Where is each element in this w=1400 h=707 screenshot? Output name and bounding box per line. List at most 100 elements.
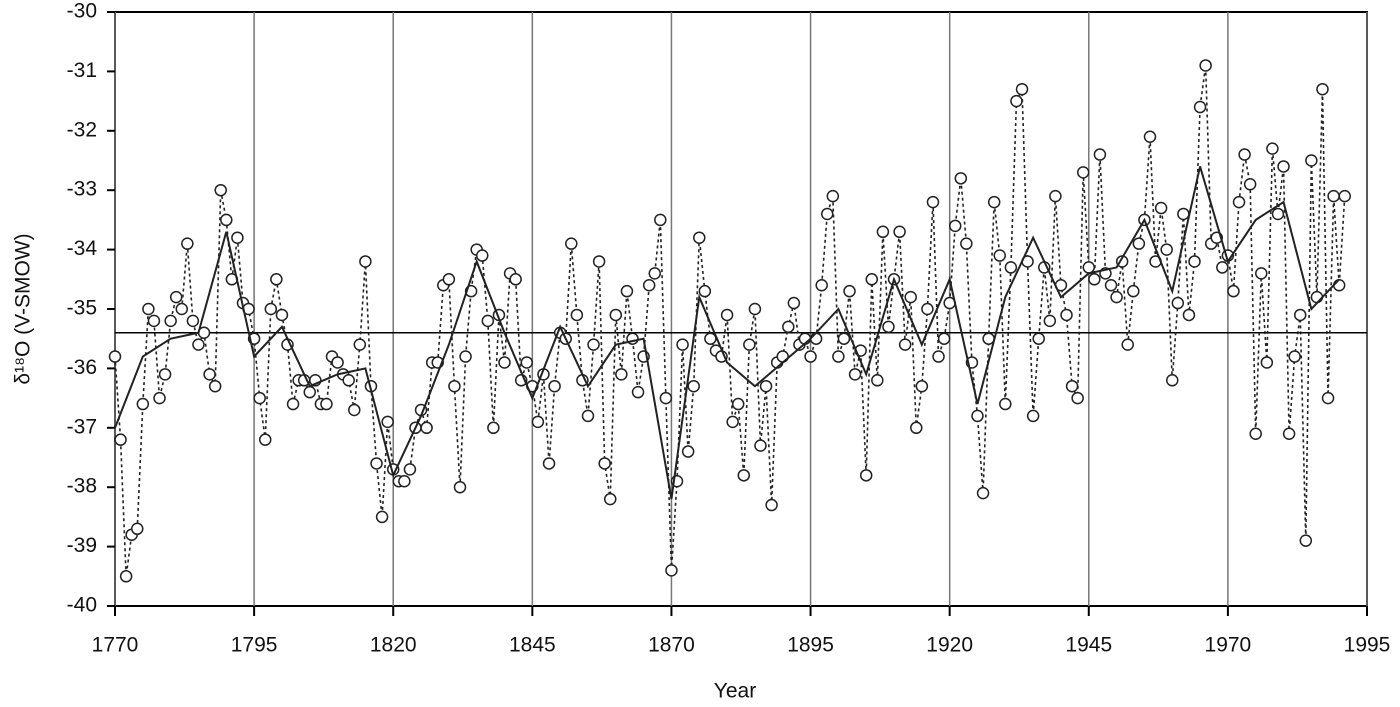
data-point [748,302,762,316]
data-point [843,284,856,298]
data-point [993,249,1006,262]
data-point [1065,379,1079,393]
data-point [1171,296,1185,310]
data-point [231,231,244,244]
data-point [759,379,773,393]
data-point [859,469,873,482]
data-point [726,415,739,429]
data-point [848,368,862,381]
data-point [476,249,489,262]
data-point [1299,534,1313,547]
data-point [937,332,951,345]
y-tick-label: -34 [67,237,98,260]
data-point [192,338,205,351]
data-point [1060,308,1073,322]
data-point [208,379,222,393]
data-point [136,397,150,411]
data-point [804,350,817,363]
data-point [1015,82,1029,96]
data-point [565,237,578,250]
x-tick-label: 1870 [648,634,695,657]
data-point [910,421,923,435]
data-point [1193,100,1207,114]
data-point [1293,308,1307,322]
data-point [1255,267,1268,280]
data-point [375,510,389,524]
data-point [370,457,383,470]
data-point [976,486,990,500]
y-tick-label: -31 [67,59,97,82]
data-point [648,267,662,280]
data-point [921,302,934,316]
x-tick-label: 1770 [92,634,139,657]
data-point [581,409,595,423]
data-point [642,278,656,292]
data-point [987,195,1001,209]
data-point [631,385,645,399]
y-tick-label: -33 [67,178,97,201]
x-tick-label: 1895 [787,634,834,657]
data-point [698,284,712,298]
data-point [815,278,828,292]
data-point [954,172,968,185]
data-point [960,237,973,250]
data-point [1305,154,1318,167]
data-point [904,290,917,304]
x-axis-label: Year [714,680,756,703]
data-point [398,475,411,488]
data-point [926,195,940,209]
data-point [353,338,367,351]
data-point [609,308,623,322]
data-point [1004,261,1018,274]
data-point [520,356,534,369]
data-point [114,433,127,446]
data-point [1310,290,1324,304]
data-point [837,332,851,345]
data-point [1082,261,1096,274]
data-point [948,219,962,233]
data-point [186,314,200,328]
y-tick-label: -39 [67,534,97,557]
data-point [1321,391,1335,405]
data-point [1154,201,1168,215]
data-point [1271,207,1285,221]
data-point [1282,427,1296,440]
data-point [871,374,884,387]
data-point [1043,314,1057,328]
data-point [615,368,628,381]
data-point [509,273,522,286]
data-point [342,374,355,387]
data-point [442,273,456,286]
data-point [275,308,289,322]
data-point [1227,284,1240,298]
data-point [448,379,461,393]
data-point [320,397,333,411]
data-point [971,409,984,423]
data-point [898,338,912,351]
data-point [1110,290,1123,304]
data-point [420,421,433,435]
data-point [1232,195,1246,209]
data-point [1121,338,1134,351]
y-tick-label: -30 [67,0,97,23]
data-point [659,391,673,405]
data-point [1182,308,1196,322]
data-point [876,225,890,239]
data-point [782,320,795,334]
data-point [1243,178,1257,191]
data-point [1026,409,1040,423]
data-point [175,302,189,316]
data-point [331,356,344,369]
x-tick-label: 1995 [1344,634,1391,657]
data-point [303,385,317,399]
data-point [654,213,667,227]
y-tick-label: -37 [67,415,97,438]
data-point [1327,189,1340,203]
data-point [737,469,751,482]
data-point [359,255,372,268]
data-point [665,564,678,577]
data-point [1071,391,1084,405]
x-tick-label: 1945 [1065,634,1112,657]
data-point [253,391,266,405]
data-point [169,290,183,304]
